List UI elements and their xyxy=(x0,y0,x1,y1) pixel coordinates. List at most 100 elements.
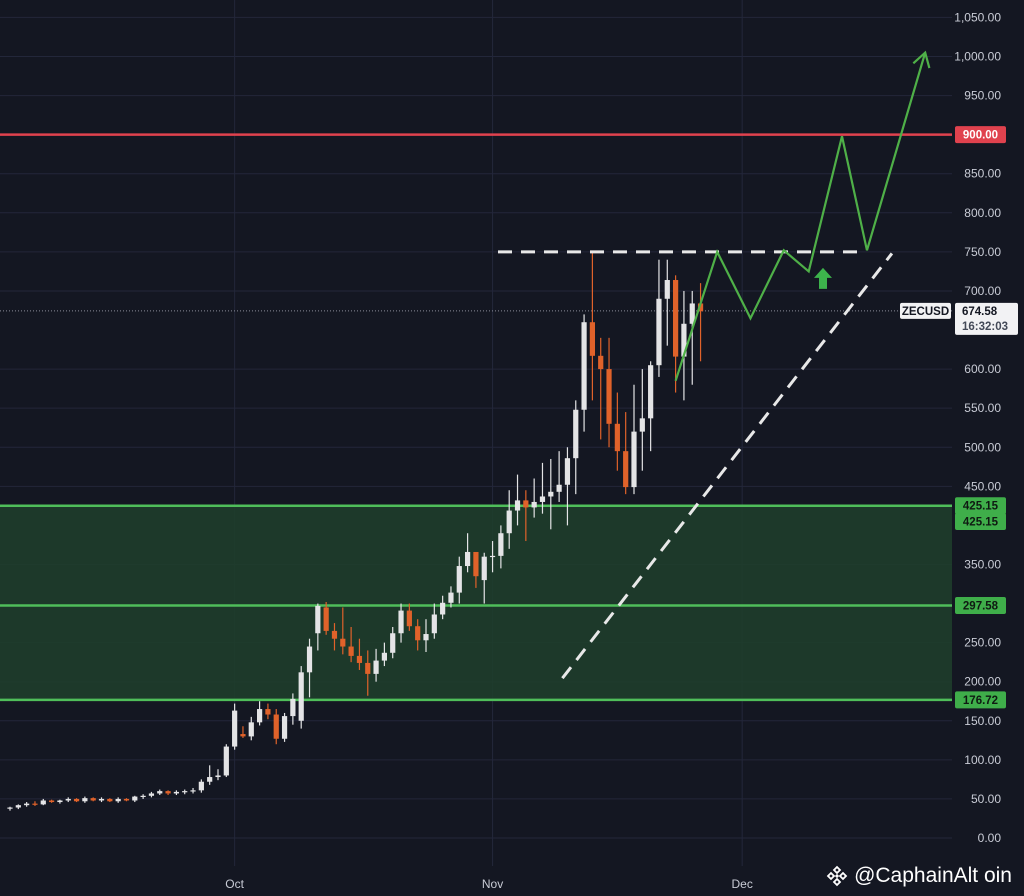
watermark-text: @CaphainAlt oin xyxy=(854,864,1012,887)
candle-body xyxy=(390,633,396,653)
candle-body xyxy=(306,646,313,673)
y-tick-label: 200.00 xyxy=(964,675,1001,689)
y-tick-label: 50.00 xyxy=(971,792,1001,806)
x-tick-label: Dec xyxy=(731,877,752,891)
badge-label: 176.72 xyxy=(963,695,998,707)
horizontal-levels xyxy=(0,133,952,702)
candle-body xyxy=(481,556,487,581)
badge-label: 297.58 xyxy=(963,600,999,612)
candle-body xyxy=(123,798,130,801)
candle-body xyxy=(24,803,30,806)
y-tick-label: 250.00 xyxy=(964,636,1001,650)
candle-body xyxy=(98,798,105,801)
candle-body xyxy=(232,710,238,747)
y-axis[interactable]: 0.00 50.00 100.00 150.00 200.00 250.00 350.00 4… xyxy=(954,10,1001,845)
candle-body xyxy=(656,298,662,366)
candle-body xyxy=(406,610,412,627)
candle-body xyxy=(573,409,579,459)
candle-body xyxy=(73,798,80,802)
candle-body xyxy=(440,602,446,615)
y-tick-label: 500.00 xyxy=(964,440,1001,454)
support-badge xyxy=(955,512,1006,530)
x-axis[interactable]: Oct Nov Dec xyxy=(225,877,753,891)
badge-label: 425.15 xyxy=(963,501,999,513)
demand-zone-fill xyxy=(0,505,952,700)
symbol-label: ZECUSD xyxy=(902,306,949,318)
candle-body xyxy=(273,714,279,739)
candle-body xyxy=(398,610,404,634)
candle-body xyxy=(315,605,321,634)
candle-body xyxy=(697,303,704,312)
candle-body xyxy=(323,607,329,631)
candle-body xyxy=(215,775,221,778)
candle-body xyxy=(539,496,546,502)
candle-body xyxy=(548,491,554,497)
candle-body xyxy=(115,798,121,802)
resistance-badge xyxy=(955,126,1006,144)
candle-body xyxy=(331,630,338,639)
candle-body xyxy=(681,323,687,357)
drawing-overlays xyxy=(498,50,931,680)
symbol-label-box xyxy=(900,302,951,319)
candle-body xyxy=(240,734,246,737)
candle-body xyxy=(107,798,113,802)
candle-body xyxy=(639,418,645,432)
y-tick-label: 700.00 xyxy=(964,284,1001,298)
candle-body xyxy=(664,280,670,299)
candle-body xyxy=(190,790,196,792)
candle-body xyxy=(265,709,271,715)
y-tick-label: 1,050.00 xyxy=(954,10,1001,24)
candle-body xyxy=(290,698,296,717)
price-badges: 900.00 425.15 425.15 297.58 176.72 ZECUSD 674.… xyxy=(900,126,1018,709)
support-zones xyxy=(0,505,952,700)
candle-body xyxy=(140,795,146,797)
y-tick-label: 800.00 xyxy=(964,206,1001,220)
candle-body xyxy=(564,458,571,485)
candle-body xyxy=(132,796,138,801)
candle-body xyxy=(423,634,429,641)
candle-body xyxy=(90,798,96,801)
y-tick-label: 550.00 xyxy=(964,401,1001,415)
y-tick-label: 850.00 xyxy=(964,167,1001,181)
candle-body xyxy=(473,551,479,577)
candle-body xyxy=(498,533,504,556)
y-tick-label: 1,000.00 xyxy=(954,50,1001,64)
candle-body xyxy=(57,800,63,803)
candle-body xyxy=(32,803,38,805)
candle-body xyxy=(689,303,695,324)
candle-body xyxy=(614,423,620,452)
candle-body xyxy=(514,500,521,511)
candle-body xyxy=(415,626,421,641)
candle-body xyxy=(556,484,562,492)
candle-body xyxy=(82,798,88,802)
projection-path xyxy=(674,52,927,382)
candle-body xyxy=(531,501,537,508)
candle-body xyxy=(523,500,529,508)
y-tick-label: 150.00 xyxy=(964,714,1001,728)
candle-body xyxy=(248,722,254,737)
y-tick-label: 750.00 xyxy=(964,245,1001,259)
candle-body xyxy=(281,716,288,739)
y-tick-label: 600.00 xyxy=(964,362,1001,376)
x-tick-label: Oct xyxy=(225,877,244,891)
dashed-trendline xyxy=(561,252,894,680)
candle-body xyxy=(198,781,204,791)
candle-body xyxy=(49,800,55,803)
candle-body xyxy=(173,791,179,794)
candle-body xyxy=(465,551,471,567)
candle-body xyxy=(598,355,604,370)
candle-body xyxy=(589,322,595,356)
candle-body xyxy=(40,800,46,805)
candle-body xyxy=(631,431,637,488)
y-tick-label: 450.00 xyxy=(964,479,1001,493)
support-badge xyxy=(955,691,1006,709)
current-price-time: 16:32:03 xyxy=(962,321,1008,333)
candle-body xyxy=(648,365,654,419)
candle-body xyxy=(223,746,229,776)
badge-label: 900.00 xyxy=(963,130,998,142)
candle-body xyxy=(581,322,587,410)
y-tick-label: 100.00 xyxy=(964,753,1001,767)
y-tick-label: 350.00 xyxy=(964,557,1001,571)
